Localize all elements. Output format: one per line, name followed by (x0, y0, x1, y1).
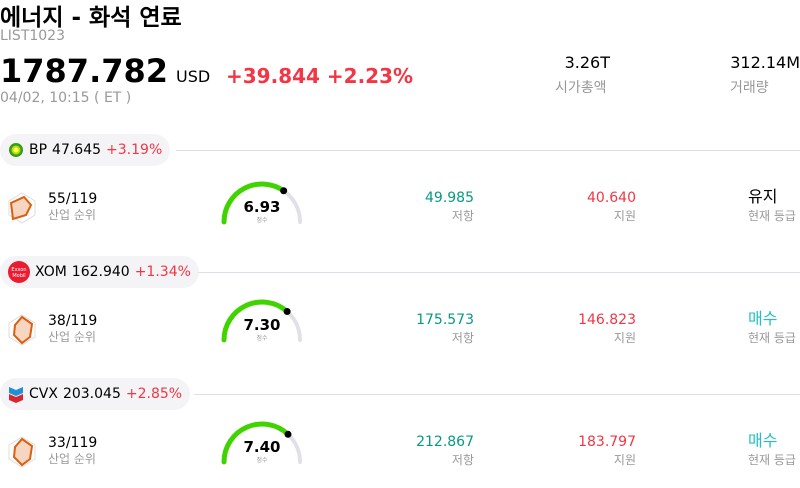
score-label: 점수 (256, 335, 268, 342)
radar-icon (8, 436, 36, 468)
support-value: 146.823 (578, 312, 636, 328)
stock-chip-xom[interactable]: Exxon Mobil XOM 162.940 +1.34% (0, 256, 199, 288)
support-label: 지원 (613, 209, 636, 223)
svg-text:Mobil: Mobil (12, 273, 25, 279)
page-title: 에너지 - 화석 연료 (0, 5, 182, 31)
chevron-icon (9, 387, 23, 403)
rating-label: 현재 등급 (748, 209, 796, 223)
divider (176, 150, 800, 151)
radar-icon (8, 192, 36, 224)
gauge-fill (221, 421, 291, 465)
support-value: 40.640 (587, 190, 636, 206)
ticker: BP (29, 142, 48, 158)
change: +2.85% (125, 386, 183, 402)
rating-value: 매수 (748, 431, 778, 450)
resistance-value: 49.985 (425, 190, 474, 206)
industry-rank: 55/119 (48, 191, 98, 207)
gauge-fill (221, 181, 287, 225)
list-code: LIST1023 (0, 28, 65, 44)
ticker: XOM (35, 264, 67, 280)
volume-value: 312.14M (730, 53, 800, 72)
stock-section: Exxon Mobil XOM 162.940 +1.34% 38/119 산업 순위… (0, 256, 800, 346)
stock-chip-cvx[interactable]: CVX 203.045 +2.85% (0, 378, 191, 410)
change: +3.19% (106, 142, 163, 158)
industry-rank-label: 산업 순위 (48, 208, 96, 222)
support-label: 지원 (613, 331, 636, 345)
resistance-label: 저항 (451, 453, 474, 467)
index-price: 1787.782 (0, 52, 169, 90)
industry-rank: 38/119 (48, 313, 98, 329)
price: 47.645 (52, 142, 102, 158)
score-gauge (221, 299, 302, 343)
gauge-marker (283, 307, 291, 315)
score-value: 6.93 (243, 198, 281, 216)
industry-rank: 33/119 (48, 435, 98, 451)
score-value: 7.30 (243, 316, 281, 334)
market-cap-label: 시가총액 (555, 80, 607, 96)
score-gauge (221, 181, 302, 225)
radar-icon (8, 314, 36, 346)
gauge-marker (280, 187, 288, 195)
ticker: CVX (29, 386, 58, 402)
score-value: 7.40 (243, 438, 281, 456)
support-label: 지원 (613, 453, 636, 467)
score-label: 점수 (256, 457, 268, 464)
stock-section: CVX 203.045 +2.85% 33/119 산업 순위 7.40 점수 21… (0, 378, 800, 468)
price-change: +39.844 +2.23% (226, 64, 414, 88)
bp-helios-icon (9, 143, 23, 157)
volume-label: 거래량 (730, 80, 769, 96)
rating-label: 현재 등급 (748, 331, 796, 345)
market-cap-value: 3.26T (564, 53, 610, 72)
score-label: 점수 (256, 217, 268, 224)
score-gauge (221, 421, 302, 465)
currency: USD (176, 67, 211, 86)
resistance-value: 175.573 (416, 312, 474, 328)
stock-chip-bp[interactable]: BP 47.645 +3.19% (0, 134, 171, 166)
resistance-label: 저항 (451, 331, 474, 345)
stock-section: BP 47.645 +3.19% 55/119 산업 순위 6.93 점수 49.9… (0, 134, 800, 225)
gauge-marker (284, 430, 292, 438)
support-value: 183.797 (578, 434, 636, 450)
divider (194, 394, 800, 395)
resistance-label: 저항 (451, 209, 474, 223)
industry-rank-label: 산업 순위 (48, 330, 96, 344)
divider (198, 272, 800, 273)
price: 162.940 (71, 264, 130, 280)
gauge-fill (221, 299, 290, 343)
svg-text:Exxon: Exxon (11, 267, 26, 273)
rating-value: 매수 (748, 309, 778, 328)
resistance-value: 212.867 (416, 434, 474, 450)
price: 203.045 (62, 386, 121, 402)
rating-label: 현재 등급 (748, 453, 796, 467)
change: +1.34% (134, 264, 191, 280)
rating-value: 유지 (748, 187, 778, 206)
timestamp: 04/02, 10:15 ( ET ) (0, 90, 132, 106)
industry-rank-label: 산업 순위 (48, 452, 96, 466)
